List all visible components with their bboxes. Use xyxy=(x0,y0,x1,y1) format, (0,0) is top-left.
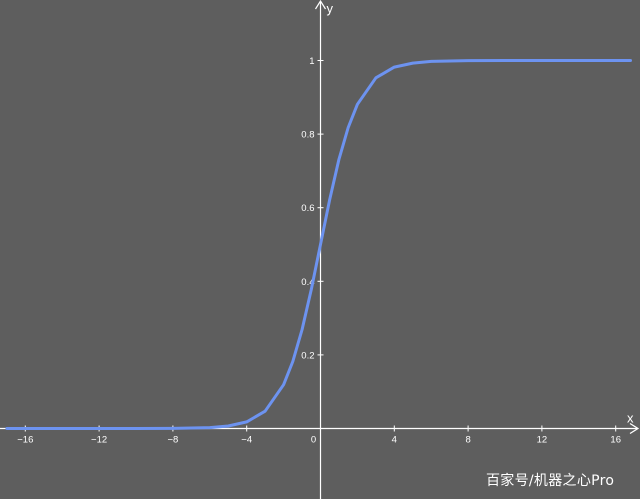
y-tick-label: 0.4 xyxy=(301,277,314,288)
x-tick-label: 4 xyxy=(392,435,397,446)
x-tick-label: 0 xyxy=(311,435,316,446)
x-tick-label: 8 xyxy=(465,435,470,446)
watermark-text: 百家号/机器之心Pro xyxy=(486,473,615,489)
x-tick-label: −12 xyxy=(91,435,107,446)
y-tick-label: 0.2 xyxy=(301,350,314,361)
x-axis-arrow xyxy=(629,422,640,435)
x-tick-label: −16 xyxy=(17,435,33,446)
sigmoid-curve xyxy=(5,59,632,430)
x-tick-label: −4 xyxy=(241,435,252,446)
y-axis-label: y xyxy=(327,1,334,16)
y-axis-arrow xyxy=(314,0,327,10)
x-tick-label: −8 xyxy=(167,435,178,446)
y-tick-label: 1 xyxy=(309,56,314,67)
y-tick-label: 0.8 xyxy=(301,130,314,141)
y-tick-label: 0.6 xyxy=(301,203,314,214)
tick-labels: −16 −12 −8 −4 0 4 8 12 16 0.2 0.4 0.6 0.8 1 xyxy=(17,56,621,446)
x-tick-label: 12 xyxy=(537,435,548,446)
x-axis-label: x xyxy=(627,411,634,426)
x-tick-label: 16 xyxy=(610,435,621,446)
series-layer xyxy=(5,59,632,430)
